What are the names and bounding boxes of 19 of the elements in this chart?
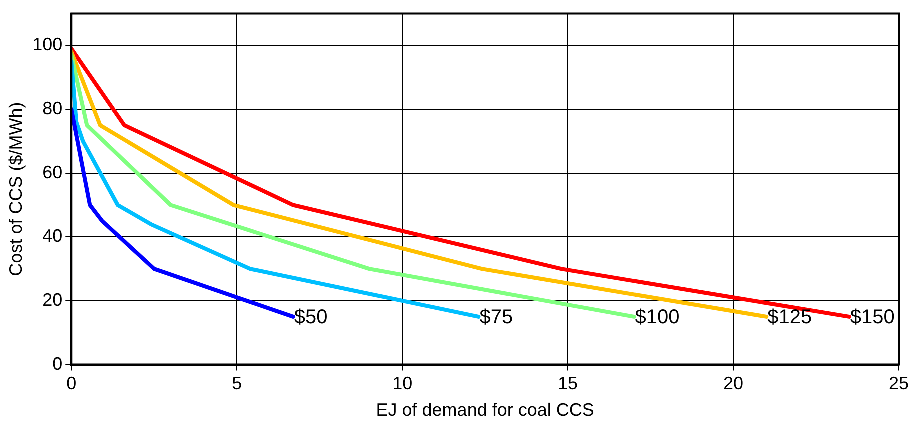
y-tick-label: 40 <box>42 226 63 246</box>
x-tick-label: 10 <box>392 374 413 394</box>
y-tick-label: 20 <box>42 290 63 310</box>
x-tick-label: 5 <box>232 374 242 394</box>
y-tick-label: 80 <box>42 98 63 118</box>
y-tick-label: 100 <box>32 34 63 55</box>
x-tick-label: 15 <box>558 374 578 394</box>
y-tick-label: 0 <box>52 354 63 374</box>
series-label: $75 <box>480 306 514 328</box>
y-tick-label: 60 <box>42 162 63 182</box>
x-tick-label: 25 <box>888 374 910 394</box>
y-axis-title: Cost of CCS ($/MWh) <box>6 102 26 276</box>
x-axis-title: EJ of demand for coal CCS <box>376 400 594 420</box>
series-label: $50 <box>294 306 328 328</box>
series-label: $100 <box>635 306 680 328</box>
series-label: $125 <box>768 306 812 328</box>
x-tick-label: 20 <box>724 374 744 394</box>
x-tick-label: 0 <box>66 374 77 394</box>
series-label: $150 <box>850 306 895 328</box>
